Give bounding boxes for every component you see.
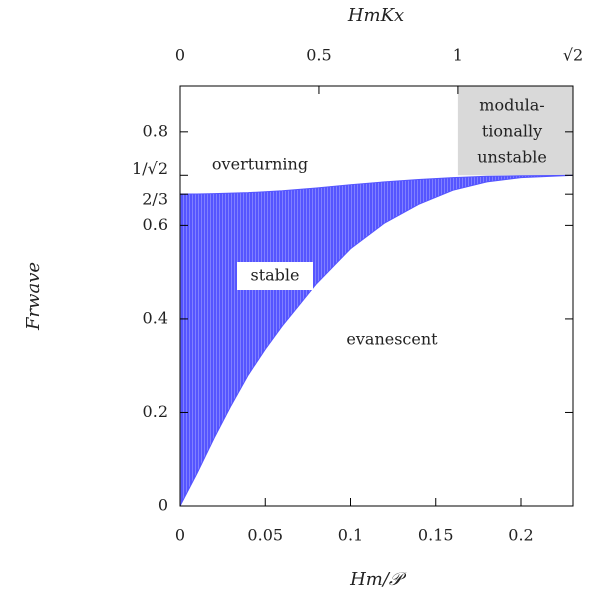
y-tick-label: 1/√2 bbox=[132, 159, 168, 178]
y-tick-label: 0.2 bbox=[143, 402, 168, 421]
boundary-line bbox=[179, 174, 573, 507]
x2-tick-label: 1 bbox=[453, 46, 463, 65]
boundary-line bbox=[180, 174, 573, 195]
x2-tick-label: √2 bbox=[563, 46, 583, 65]
region-label: unstable bbox=[477, 148, 547, 167]
plot-frame bbox=[179, 85, 574, 507]
x-tick-label: 0 bbox=[175, 526, 185, 545]
region-label: overturning bbox=[212, 155, 308, 174]
y-tick-label: 0.8 bbox=[143, 121, 168, 140]
y-tick-label: 2/3 bbox=[142, 190, 168, 209]
x-axis-title: Hm/𝒫 bbox=[349, 569, 407, 590]
unstable-region bbox=[457, 86, 573, 176]
x-tick-label: 0.15 bbox=[418, 526, 454, 545]
y-axis-title: Frwave bbox=[23, 262, 44, 331]
x2-tick-label: 0.5 bbox=[306, 46, 331, 65]
y-tick-label: 0.4 bbox=[143, 308, 168, 327]
region-label: evanescent bbox=[346, 330, 438, 349]
y-tick-label: 0 bbox=[158, 496, 168, 515]
y-tick-label: 0.6 bbox=[143, 215, 168, 234]
region-label: tionally bbox=[482, 122, 542, 141]
x2-tick-label: 0 bbox=[175, 46, 185, 65]
region-label: stable bbox=[250, 266, 299, 285]
x-tick-label: 0.1 bbox=[338, 526, 363, 545]
x-tick-label: 0.2 bbox=[508, 526, 533, 545]
label-box bbox=[237, 262, 313, 290]
x2-axis-title: HmKx bbox=[347, 5, 404, 26]
x-tick-label: 0.05 bbox=[247, 526, 283, 545]
stable-region bbox=[180, 175, 573, 506]
region-label: modula- bbox=[479, 96, 544, 115]
